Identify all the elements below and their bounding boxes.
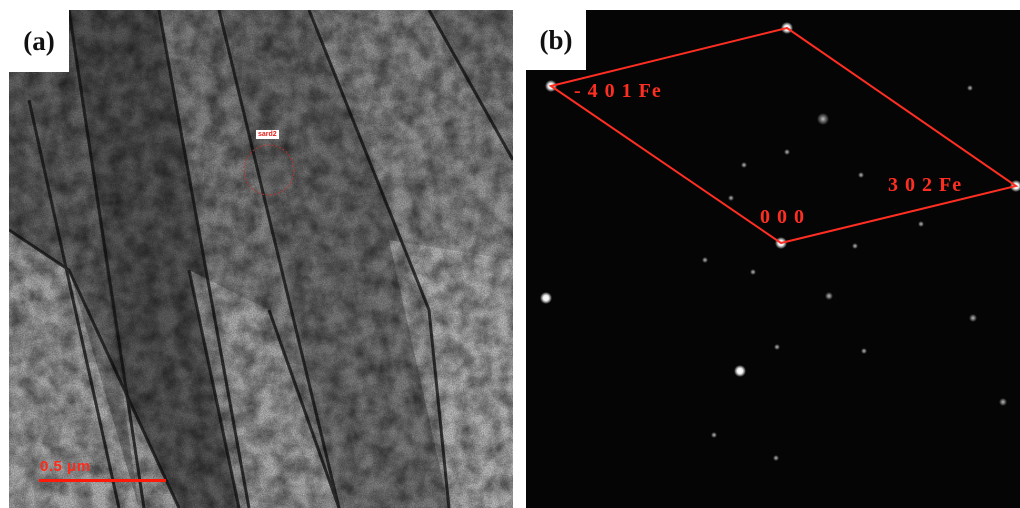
- selected-area-tag: sard2: [256, 130, 279, 139]
- scale-bar: [39, 479, 166, 482]
- index-label-minus-401: - 4 0 1 Fe: [574, 80, 662, 103]
- diffraction-pattern-panel: (b) - 4 0 1 Fe 0 0 0 3 0 2 Fe: [526, 10, 1020, 508]
- index-label-000: 0 0 0: [760, 206, 805, 229]
- scale-bar-label: 0.5 μm: [40, 458, 91, 475]
- panel-label-a: (a): [9, 10, 69, 72]
- panel-label-b: (b): [526, 10, 586, 70]
- index-label-302: 3 0 2 Fe: [888, 174, 962, 197]
- tem-micrograph-image: [9, 10, 513, 508]
- tem-micrograph-panel: (a) sard2 0.5 μm: [9, 10, 513, 508]
